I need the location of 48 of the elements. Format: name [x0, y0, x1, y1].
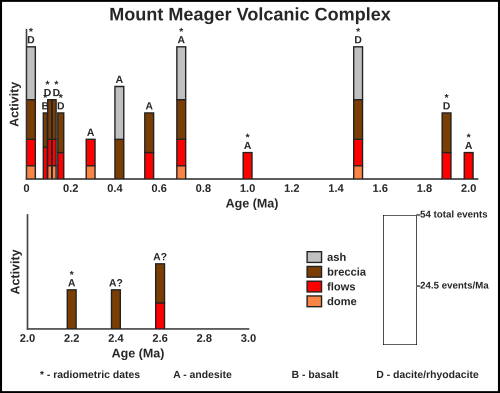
x-tick-label: 0.8	[196, 184, 211, 192]
x-tick-label: 1.4	[328, 184, 344, 192]
text: * - radiometric dates	[40, 370, 140, 378]
annotation: A	[87, 128, 94, 136]
x-tick-label: 2.2	[64, 334, 79, 342]
annotation: A	[116, 76, 123, 83]
annotation: A	[146, 102, 153, 110]
legend-label: flows	[327, 282, 356, 290]
x-tick-label: 0	[24, 184, 30, 192]
x-tick-label: 0.2	[63, 184, 78, 192]
annotation: A?	[153, 252, 166, 260]
y-axis-title: Activity	[10, 249, 22, 294]
annotation: * A	[178, 28, 185, 44]
x-tick-label: 2.8	[196, 334, 212, 342]
x-tick-label: 1.0	[240, 184, 255, 192]
x-tick-label: 2.0	[461, 184, 476, 192]
annotation: * D	[28, 28, 34, 44]
x-tick-label: 2.0	[20, 334, 35, 342]
annotation: A?	[109, 279, 122, 286]
annotation: * A	[68, 270, 76, 286]
text: A - andesite	[173, 370, 232, 378]
x-tick-label: 1.8	[417, 184, 432, 192]
x-axis-title: Age (Ma)	[112, 348, 164, 360]
x-axis-title: Age (Ma)	[226, 198, 278, 210]
bar	[464, 152, 474, 180]
x-tick-label: 2.6	[152, 334, 168, 342]
legend-label: breccia	[328, 268, 366, 276]
x-tick-label: 0.6	[152, 184, 166, 192]
x-tick-label: 3.0	[241, 334, 256, 342]
x-tick-label: 0.4	[108, 184, 123, 192]
y-axis-title: Activity	[9, 82, 21, 127]
x-tick-label: 2.4	[108, 334, 124, 342]
annotation: * D	[355, 28, 362, 44]
annotation: * A	[244, 134, 252, 150]
annotation: * D	[58, 94, 64, 110]
annotation: * D	[53, 80, 60, 96]
annotation: * A	[465, 134, 472, 150]
data-label: 24.5 events/Ma	[420, 282, 489, 289]
annotation: * D	[443, 94, 450, 110]
bar	[242, 152, 253, 180]
x-tick-label: 1.2	[284, 184, 300, 192]
x-tick-label: 1.6	[373, 184, 388, 192]
chart-title: Mount Meager Volcanic Complex	[110, 7, 391, 24]
text: D - dacite/rhyodacite	[376, 370, 478, 380]
data-label: 54 total events	[420, 210, 488, 218]
legend-label: ash	[327, 252, 346, 261]
legend-label: dome	[328, 297, 356, 306]
text: B - basalt	[292, 370, 338, 378]
